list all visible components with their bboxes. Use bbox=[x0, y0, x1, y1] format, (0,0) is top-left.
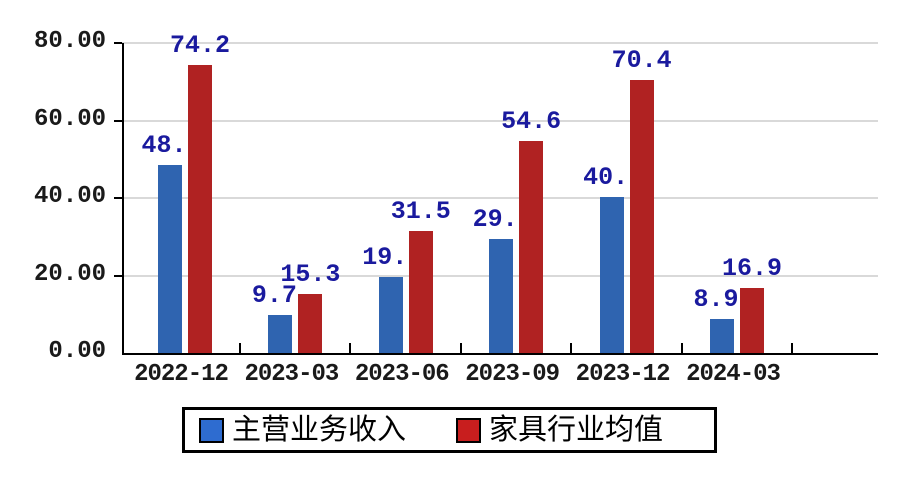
x-axis-tick bbox=[349, 343, 352, 353]
value-label-industry-average: 31.5 bbox=[390, 196, 451, 226]
y-axis-label: 40.00 bbox=[33, 183, 106, 210]
legend-item-industry-average: 家具行业均值 bbox=[456, 413, 663, 447]
x-axis-label: 2022-12 bbox=[134, 361, 229, 388]
x-axis-label: 2023-12 bbox=[575, 361, 671, 388]
y-axis-tick bbox=[114, 274, 122, 277]
y-axis-label: 80.00 bbox=[33, 28, 106, 55]
bar-main-revenue bbox=[710, 318, 734, 353]
bar-industry-average bbox=[188, 65, 212, 353]
gridline bbox=[122, 42, 878, 44]
x-axis-label: 2023-06 bbox=[354, 361, 450, 388]
y-axis-label: 0.00 bbox=[48, 338, 106, 365]
bar-main-revenue bbox=[378, 277, 403, 353]
bar-industry-average bbox=[519, 141, 544, 353]
value-label-main-revenue: 29. bbox=[472, 205, 518, 235]
legend-item-main-revenue: 主营业务收入 bbox=[199, 413, 406, 447]
bar-main-revenue bbox=[599, 196, 624, 353]
x-axis-tick bbox=[239, 343, 241, 353]
value-label-main-revenue: 19. bbox=[362, 243, 408, 273]
bar-main-revenue bbox=[158, 165, 182, 353]
bar-industry-average bbox=[629, 80, 654, 353]
x-axis-label: 2023-03 bbox=[244, 361, 339, 388]
x-axis-tick bbox=[570, 343, 573, 353]
legend-swatch-blue bbox=[199, 417, 224, 443]
y-axis-tick bbox=[114, 197, 122, 199]
y-axis-label: 20.00 bbox=[33, 260, 106, 288]
x-axis bbox=[122, 353, 878, 355]
value-label-industry-average: 54.6 bbox=[501, 107, 562, 137]
value-label-main-revenue: 8.9 bbox=[693, 284, 739, 314]
bar-industry-average bbox=[408, 230, 433, 353]
bar-industry-average bbox=[298, 293, 323, 353]
gridline bbox=[122, 119, 878, 122]
legend-label-main-revenue: 主营业务收入 bbox=[232, 414, 407, 446]
x-axis-label: 2024-03 bbox=[686, 361, 781, 388]
bar-main-revenue bbox=[489, 239, 514, 353]
value-label-main-revenue: 40. bbox=[583, 162, 629, 192]
value-label-industry-average: 16.9 bbox=[721, 253, 782, 283]
value-label-main-revenue: 9.7 bbox=[251, 281, 297, 311]
x-axis-tick bbox=[459, 343, 462, 353]
y-axis bbox=[122, 43, 124, 355]
legend-swatch-red bbox=[456, 417, 482, 443]
value-label-industry-average: 74.2 bbox=[169, 31, 230, 61]
y-axis-tick bbox=[114, 42, 122, 44]
bar-industry-average bbox=[740, 287, 764, 353]
x-axis-label: 2023-09 bbox=[465, 361, 560, 388]
gridline bbox=[122, 197, 878, 199]
bar-main-revenue bbox=[268, 315, 293, 353]
y-axis-tick bbox=[114, 119, 122, 122]
x-axis-tick bbox=[680, 343, 683, 353]
value-label-industry-average: 15.3 bbox=[280, 259, 341, 289]
x-axis-tick bbox=[791, 343, 793, 353]
value-label-main-revenue: 48. bbox=[141, 131, 187, 161]
value-label-industry-average: 70.4 bbox=[611, 46, 672, 76]
legend-label-industry-average: 家具行业均值 bbox=[489, 414, 664, 446]
y-axis-label: 60.00 bbox=[33, 105, 106, 133]
legend-box: 主营业务收入 家具行业均值 bbox=[182, 407, 717, 453]
